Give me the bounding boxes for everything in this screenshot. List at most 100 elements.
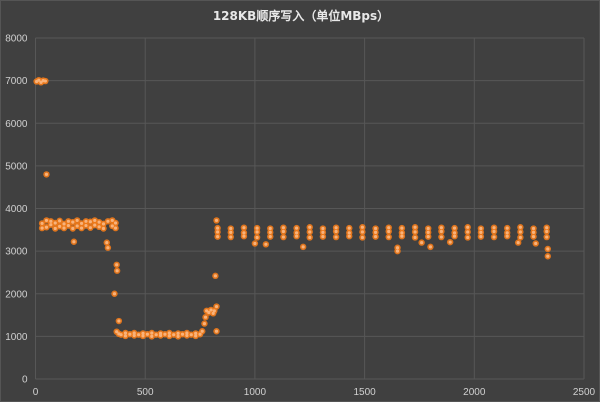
data-point-center [185,333,189,338]
data-point-center [123,334,128,338]
data-point-center [479,226,483,231]
data-point-center [101,222,106,226]
data-point-center [97,225,101,229]
data-point-center [373,230,378,234]
data-point-center [180,332,185,336]
data-point-center [281,229,286,234]
x-tick-label: 1500 [353,387,376,398]
data-point-center [84,219,88,223]
data-point-center [216,235,220,239]
data-point-center [492,226,496,230]
data-point-center [198,332,202,336]
data-point-center [58,224,62,229]
data-point-center [545,226,549,230]
data-point-center [141,331,145,335]
data-point-center [452,234,457,238]
data-point-center [242,234,246,238]
y-tick-label: 1000 [5,332,28,343]
data-point-center [71,220,75,224]
y-tick-label: 8000 [5,34,28,45]
data-point-center [105,241,109,245]
data-point-center [189,333,193,337]
data-point-center [253,241,257,246]
data-point-center [113,226,118,230]
data-point-center [214,218,219,223]
data-point-center [452,226,457,230]
data-point-center [466,225,470,229]
y-tick-label: 7000 [5,76,28,87]
data-point-center [347,226,351,230]
data-point-center [294,226,299,230]
x-tick-label: 500 [137,387,154,398]
data-point-center [216,230,220,234]
data-point-center [117,319,121,323]
data-point-center [360,230,365,234]
data-point-center [211,311,215,315]
data-point-center [492,235,496,239]
data-point-center [66,219,71,223]
data-point-center [387,229,391,234]
y-tick-label: 3000 [5,247,28,258]
data-point-center [268,226,272,231]
data-point-center [72,240,76,244]
data-point-center [255,230,259,234]
data-point-center [281,235,286,239]
data-point-center [308,225,312,229]
data-point-center [119,333,123,337]
data-point-center [545,235,549,239]
data-point-center [321,230,325,234]
data-point-center [439,226,443,230]
y-tick-label: 0 [22,375,28,386]
data-point-center [132,333,136,338]
data-point-center [505,231,509,235]
data-point-center [426,230,430,234]
data-point-center [413,230,417,234]
data-point-center [321,226,325,231]
data-point-center [37,78,41,82]
data-point-center [439,235,443,239]
data-point-center [347,234,351,238]
data-point-center [115,269,119,273]
data-point-center [308,230,312,234]
data-point-center [531,235,536,239]
data-point-center [145,332,149,336]
data-point-center [214,304,219,309]
gridlines [35,37,585,380]
data-point-center [212,309,216,313]
data-point-center [88,226,92,230]
data-point-center [216,226,220,230]
data-point-center [452,231,457,235]
y-tick-label: 6000 [5,119,28,130]
data-point-center [400,231,404,235]
data-point-center [518,235,522,240]
data-point-center [97,220,101,224]
data-point-center [71,226,75,231]
data-point-center [387,235,391,239]
data-point-center [79,221,84,226]
data-point-center [106,246,110,250]
data-point-center [518,225,522,229]
data-point-center [546,247,550,251]
data-point-center [203,315,208,319]
data-point-center [426,235,430,239]
data-point-center [205,309,209,313]
data-point-center [49,223,53,227]
data-point-center [413,235,417,240]
data-point-center [492,229,496,234]
data-point-center [53,226,57,231]
data-point-center [79,226,84,230]
data-point-center [200,329,204,333]
y-tick-label: 2000 [5,289,28,300]
data-point-center [281,226,286,230]
data-point-center [106,219,110,223]
x-tick-label: 2000 [463,387,486,398]
data-point-center [167,331,171,335]
data-point-center [426,226,430,231]
data-point-center [209,308,213,312]
data-point-center [360,225,365,229]
data-point-center [62,226,66,230]
data-point-center [308,235,312,240]
x-tick-label: 2500 [573,387,596,398]
